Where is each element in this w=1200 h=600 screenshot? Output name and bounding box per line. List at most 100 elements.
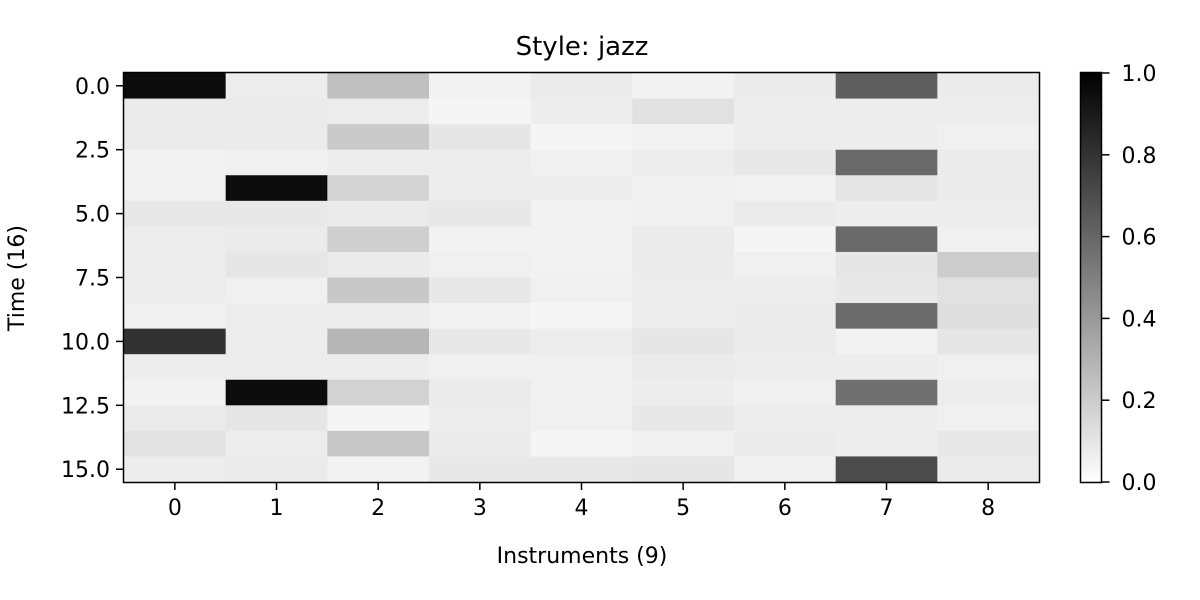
heatmap-cell [530, 328, 633, 355]
colorbar-tick-label: 0.4 [1122, 307, 1157, 332]
heatmap-cell [734, 303, 837, 330]
heatmap-cell [225, 98, 328, 125]
heatmap-cell [327, 226, 430, 253]
heatmap-cell [429, 430, 532, 458]
heatmap-cell [124, 303, 227, 330]
y-axis-ticks: 0.0 2.5 5.0 7.5 10.0 12.5 15.0 [61, 75, 124, 483]
heatmap-cell [327, 124, 430, 151]
heatmap-cell [327, 149, 430, 176]
heatmap-cell [225, 303, 328, 330]
heatmap-cell [327, 430, 430, 458]
heatmap-cell [429, 175, 532, 202]
heatmap-cell [632, 379, 735, 406]
heatmap-cell [632, 251, 735, 279]
x-axis-ticks: 0 1 2 3 4 5 6 7 8 [168, 482, 995, 521]
heatmap-cell [937, 226, 1040, 253]
heatmap-cell [734, 405, 837, 432]
heatmap-cell [225, 226, 328, 253]
heatmap-cell [225, 175, 328, 202]
x-tick-label: 8 [981, 496, 995, 521]
heatmap-cell [429, 149, 532, 176]
heatmap-cell [327, 200, 430, 227]
heatmap-cell [632, 226, 735, 253]
heatmap-cell [937, 124, 1040, 151]
heatmap-cell [225, 379, 328, 406]
heatmap-cell [225, 124, 328, 151]
heatmap-cell [734, 328, 837, 355]
y-tick-label: 15.0 [61, 458, 110, 483]
heatmap-cell [327, 303, 430, 330]
x-tick-label: 0 [168, 496, 182, 521]
heatmap-cell [225, 430, 328, 458]
heatmap-cell [835, 226, 938, 253]
x-tick-label: 1 [270, 496, 284, 521]
heatmap-cell [429, 405, 532, 432]
heatmap-cell [835, 124, 938, 151]
heatmap-cell [632, 200, 735, 227]
colorbar-tick-label: 0.0 [1122, 471, 1157, 496]
heatmap-cell [530, 303, 633, 330]
heatmap-cell [429, 277, 532, 304]
heatmap-cell [124, 98, 227, 125]
heatmap-cell [124, 277, 227, 304]
heatmap-cell [225, 149, 328, 176]
heatmap-cell [530, 226, 633, 253]
heatmap-cell [429, 303, 532, 330]
heatmap-cell [632, 175, 735, 202]
heatmap-cell [124, 124, 227, 151]
heatmap-cell [937, 149, 1040, 176]
heatmap-cell [835, 405, 938, 432]
heatmap-cell [530, 277, 633, 304]
heatmap-cell [835, 328, 938, 355]
heatmap-cell [327, 73, 430, 100]
heatmap-cell [632, 124, 735, 151]
y-tick-label: 10.0 [61, 330, 110, 355]
heatmap-cell [937, 98, 1040, 125]
heatmap-cell [835, 430, 938, 458]
colorbar-ticks: 0.0 0.2 0.4 0.6 0.8 1.0 [1101, 62, 1157, 496]
heatmap-cell [937, 200, 1040, 227]
heatmap-cell [734, 149, 837, 176]
heatmap-cell [429, 73, 532, 100]
heatmap-cell [835, 354, 938, 381]
heatmap-cell [835, 251, 938, 279]
heatmap-cell [937, 251, 1040, 279]
heatmap-cell [734, 73, 837, 100]
heatmap-cell [429, 251, 532, 279]
heatmap-cell [124, 354, 227, 381]
heatmap-cell [327, 251, 430, 279]
heatmap-cell [225, 328, 328, 355]
heatmap-cell [124, 251, 227, 279]
heatmap-cell [530, 456, 633, 483]
y-axis-label: Time (16) [5, 225, 30, 332]
heatmap-cell [632, 456, 735, 483]
heatmap-cell [937, 277, 1040, 304]
heatmap-cell [225, 251, 328, 279]
heatmap-cell [429, 124, 532, 151]
heatmap-cell [632, 73, 735, 100]
heatmap-cell [429, 354, 532, 381]
heatmap-cell [124, 379, 227, 406]
heatmap-cell [429, 328, 532, 355]
heatmap-cell [124, 405, 227, 432]
heatmap-cell [937, 430, 1040, 458]
y-tick-label: 7.5 [75, 267, 110, 292]
heatmap-cell [327, 456, 430, 483]
x-tick-label: 3 [473, 496, 487, 521]
heatmap-cell [937, 175, 1040, 202]
x-tick-label: 4 [575, 496, 589, 521]
x-tick-label: 5 [676, 496, 690, 521]
heatmap-cell [327, 175, 430, 202]
heatmap-cell [632, 149, 735, 176]
heatmap-cell [530, 405, 633, 432]
heatmap-cell [835, 379, 938, 406]
heatmap-cell [124, 175, 227, 202]
x-tick-label: 2 [371, 496, 385, 521]
heatmap-cell [530, 149, 633, 176]
heatmap-cell [327, 328, 430, 355]
colorbar-tick-label: 0.6 [1122, 226, 1157, 251]
heatmap-cell [835, 73, 938, 100]
heatmap-cell [734, 98, 837, 125]
heatmap-cell [530, 251, 633, 279]
